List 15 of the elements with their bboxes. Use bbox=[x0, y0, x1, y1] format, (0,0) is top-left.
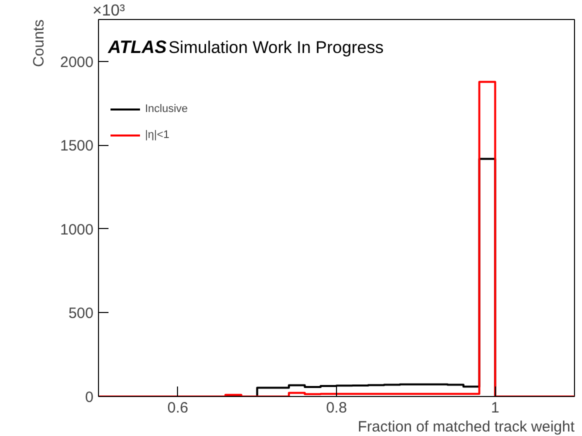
y-tick-label: 500 bbox=[68, 305, 94, 322]
x-tick-label: 0.8 bbox=[326, 400, 347, 416]
annotation: Simulation Work In Progress bbox=[168, 38, 384, 58]
y-tick-label: 1000 bbox=[60, 221, 94, 238]
y-tick-label: 0 bbox=[85, 389, 94, 406]
y-tick-label: 2000 bbox=[60, 54, 94, 71]
y-axis-title: Counts bbox=[30, 19, 48, 68]
annotation: ATLAS bbox=[107, 37, 167, 58]
x-tick-label: 0.6 bbox=[167, 400, 188, 416]
x-axis-title: Fraction of matched track weight bbox=[358, 418, 576, 436]
legend-label: |η|<1 bbox=[145, 129, 170, 141]
legend-label: Inclusive bbox=[145, 103, 188, 115]
text: ×10³ bbox=[92, 2, 126, 20]
y-tick-label: 1500 bbox=[60, 138, 94, 155]
x-tick-label: 1 bbox=[490, 400, 500, 416]
